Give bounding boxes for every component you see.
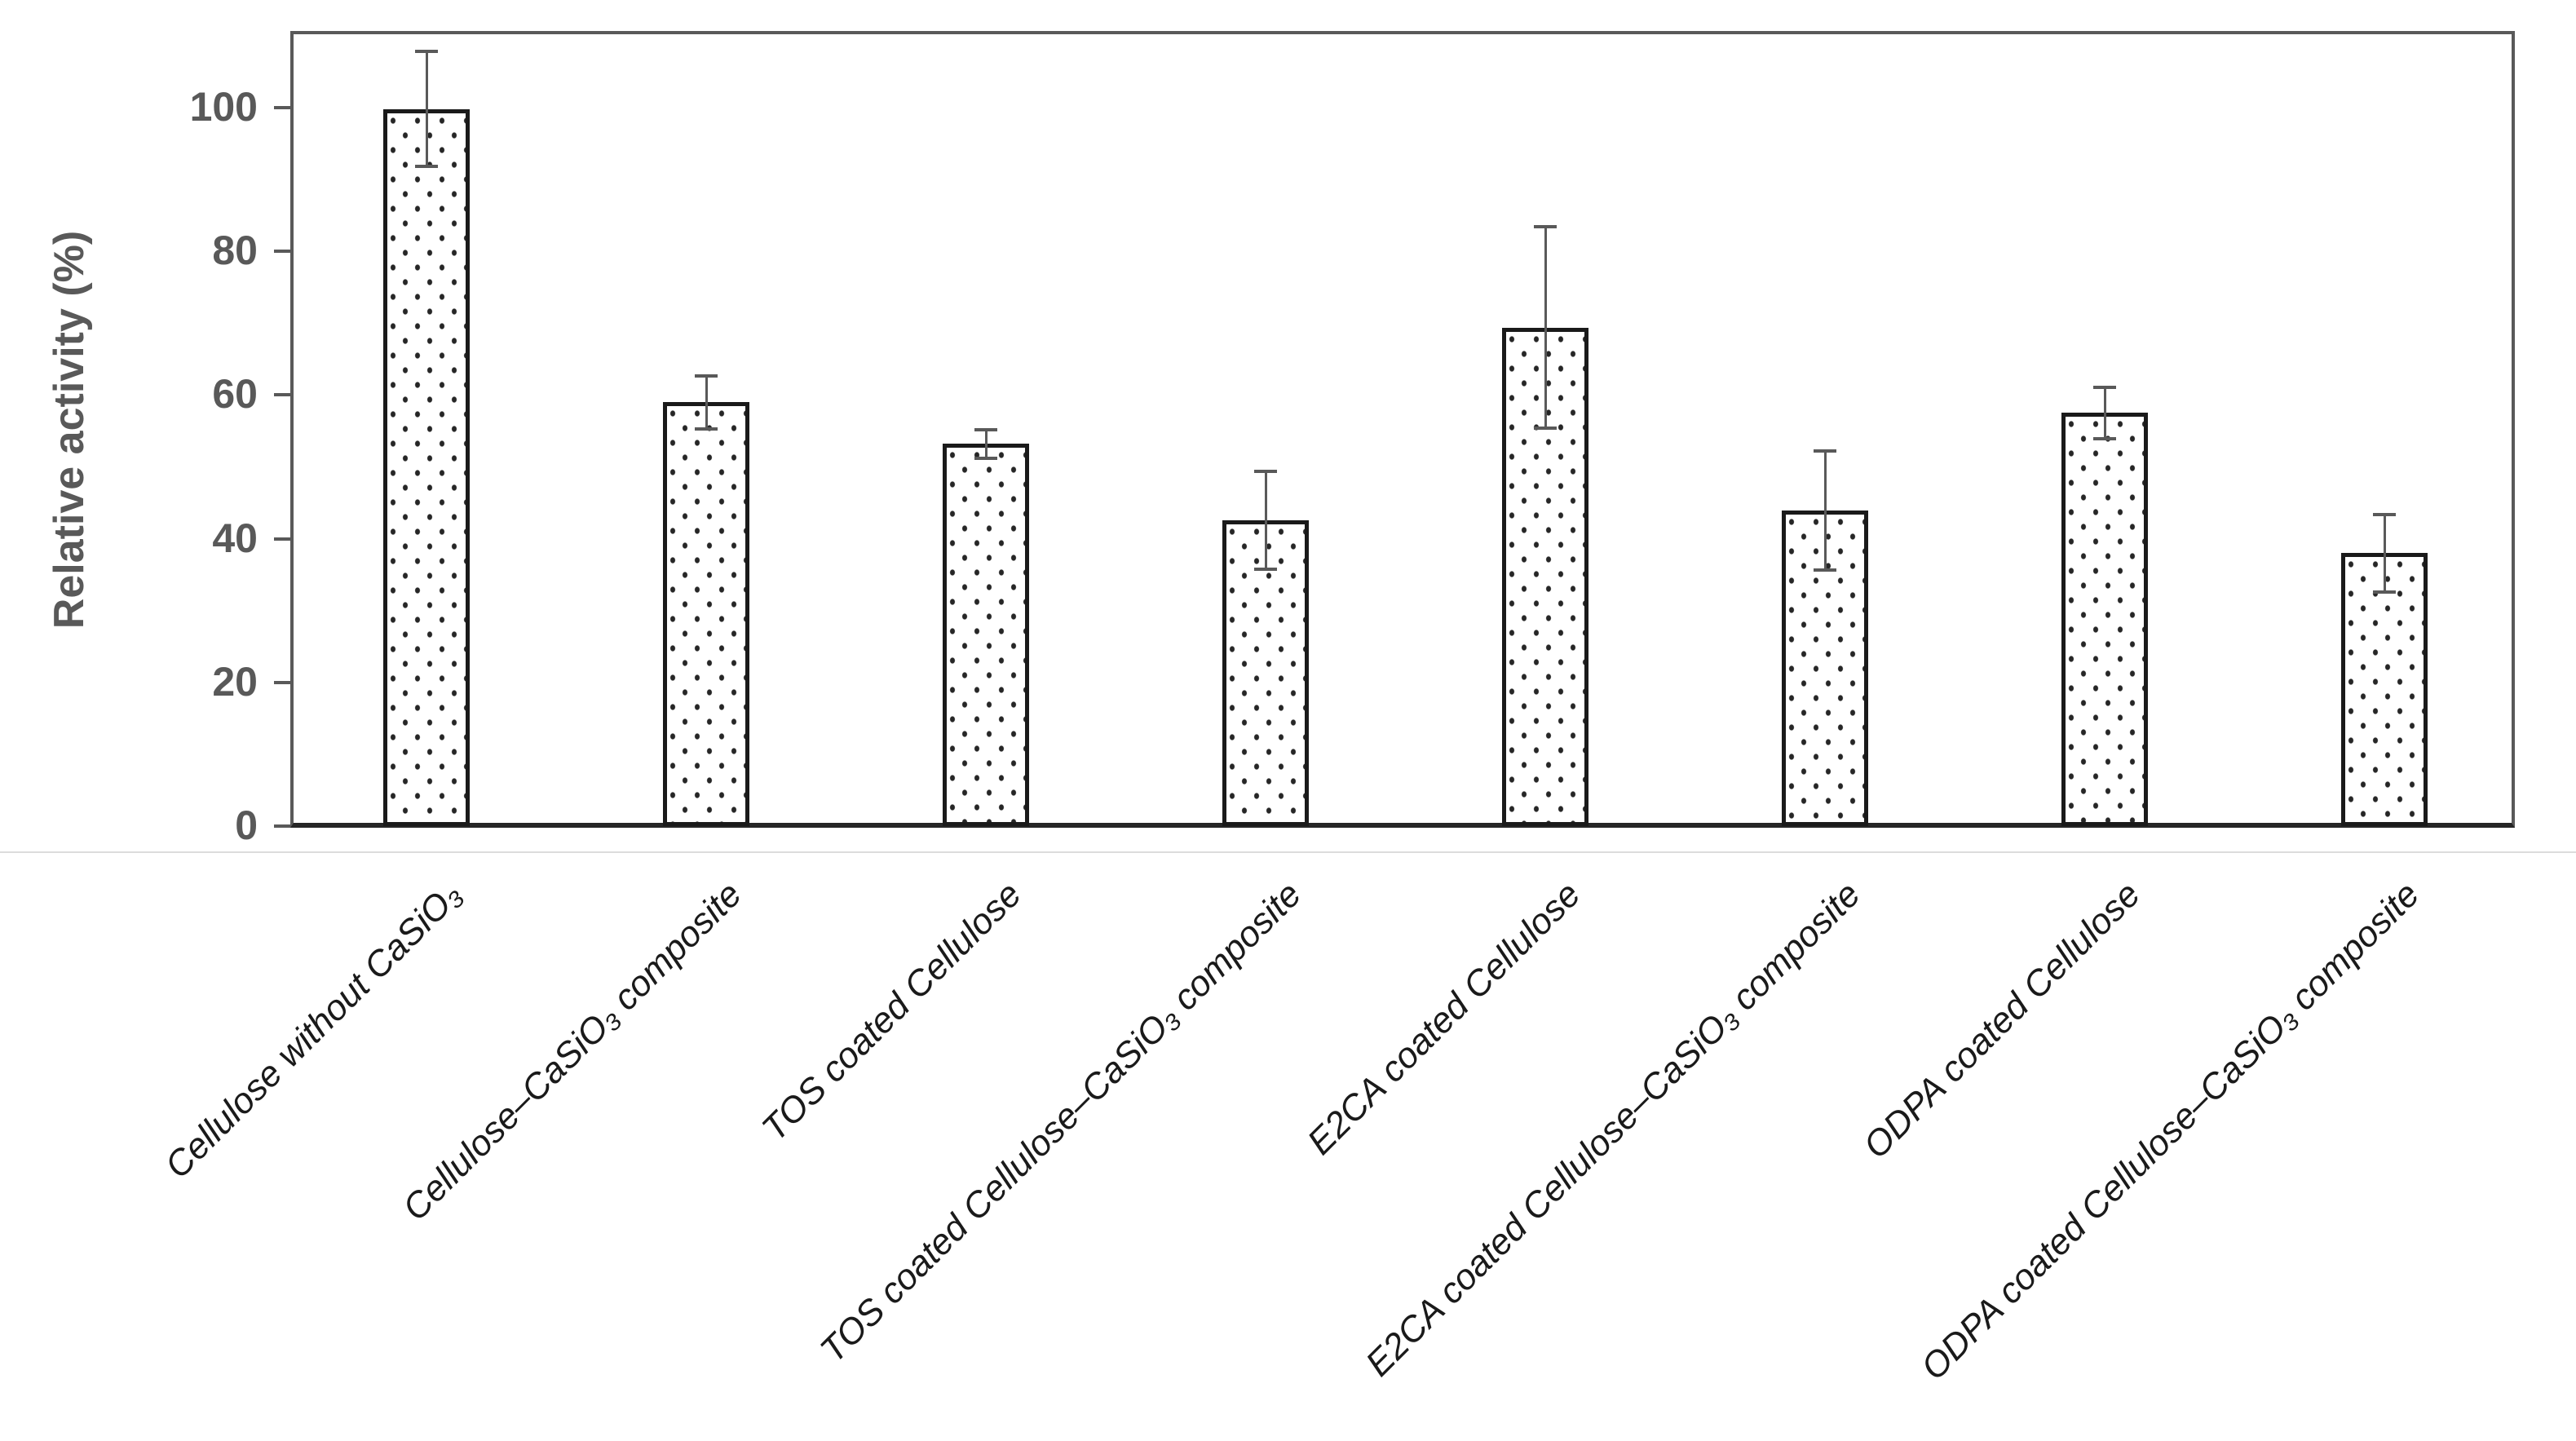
error-bar-cap bbox=[974, 456, 997, 460]
x-category-label: ODPA coated Cellulose bbox=[1855, 874, 2148, 1167]
bar bbox=[2341, 553, 2428, 826]
y-axis-tick-mark bbox=[274, 393, 290, 397]
error-bar bbox=[984, 429, 988, 458]
error-bar-cap bbox=[974, 427, 997, 431]
y-axis-tick-mark bbox=[274, 250, 290, 254]
x-category-label: Cellulose without CaSiO₃ bbox=[157, 874, 470, 1187]
y-axis-tick-mark bbox=[274, 537, 290, 541]
error-bar-cap bbox=[2093, 437, 2116, 441]
y-axis-tick-mark bbox=[274, 824, 290, 828]
y-axis-tick-label: 80 bbox=[212, 228, 258, 274]
error-bar-cap bbox=[695, 374, 718, 378]
y-axis-tick-label: 0 bbox=[235, 802, 258, 848]
bar bbox=[663, 402, 749, 826]
x-category-label: Cellulose–CaSiO₃ composite bbox=[395, 874, 749, 1229]
x-category-label: E2CA coated Cellulose bbox=[1300, 874, 1588, 1163]
y-axis-tick-label: 40 bbox=[212, 515, 258, 561]
error-bar bbox=[705, 375, 708, 429]
error-bar bbox=[425, 51, 428, 167]
y-axis-tick-label: 60 bbox=[212, 371, 258, 418]
y-axis-tick-mark bbox=[274, 680, 290, 684]
bar bbox=[2061, 413, 2148, 826]
x-category-label: TOS coated Cellulose bbox=[753, 874, 1029, 1149]
bar bbox=[1222, 519, 1309, 826]
error-bar bbox=[1264, 471, 1267, 569]
error-bar-cap bbox=[415, 165, 438, 169]
error-bar-cap bbox=[2373, 590, 2396, 594]
y-axis-tick-label: 20 bbox=[212, 658, 258, 705]
horizontal-separator-line bbox=[0, 851, 2576, 853]
error-bar-cap bbox=[1534, 225, 1557, 229]
error-bar-cap bbox=[1814, 449, 1836, 453]
error-bar bbox=[1544, 227, 1547, 428]
y-axis-tick-mark bbox=[274, 106, 290, 109]
x-category-label: E2CA coated Cellulose–CaSiO₃ composite bbox=[1358, 874, 1868, 1385]
x-category-label: ODPA coated Cellulose–CaSiO₃ composite bbox=[1913, 874, 2428, 1388]
error-bar-cap bbox=[1534, 426, 1557, 430]
x-category-label: TOS coated Cellulose–CaSiO₃ composite bbox=[812, 874, 1309, 1371]
error-bar-cap bbox=[1814, 568, 1836, 572]
error-bar bbox=[2383, 514, 2386, 592]
bar bbox=[383, 108, 470, 826]
error-bar bbox=[1823, 451, 1827, 571]
error-bar-cap bbox=[695, 427, 718, 431]
error-bar-cap bbox=[2093, 385, 2116, 389]
y-axis-title: Relative activity (%) bbox=[46, 230, 93, 630]
plot-area-frame bbox=[290, 31, 2515, 828]
error-bar bbox=[2103, 387, 2106, 440]
y-axis-tick-label: 100 bbox=[189, 83, 258, 130]
error-bar-cap bbox=[1254, 567, 1277, 571]
error-bar-cap bbox=[415, 50, 438, 54]
error-bar-cap bbox=[2373, 512, 2396, 516]
bar bbox=[943, 444, 1029, 826]
error-bar-cap bbox=[1254, 469, 1277, 473]
